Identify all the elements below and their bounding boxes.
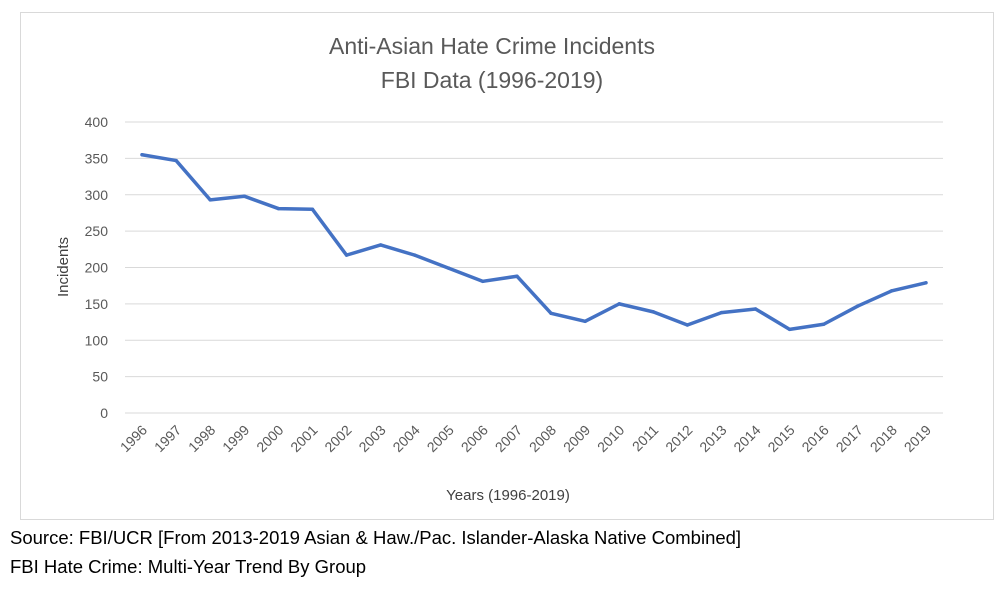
x-tick-label: 2016: [798, 422, 831, 455]
data-point: [890, 289, 894, 293]
data-point: [617, 302, 621, 306]
data-point: [140, 153, 144, 157]
data-point: [549, 311, 553, 316]
x-tick-label: 1996: [117, 422, 150, 455]
y-tick-label: 250: [85, 223, 109, 239]
trend-note: FBI Hate Crime: Multi-Year Trend By Grou…: [10, 556, 367, 577]
data-point: [174, 158, 178, 163]
y-axis-ticks: 0 50 100 150 200 250 300 350 400: [85, 114, 109, 421]
data-point: [208, 198, 212, 202]
x-tick-label: 1999: [219, 422, 252, 455]
data-point: [378, 243, 383, 247]
data-point: [310, 207, 315, 211]
x-tick-label: 2015: [764, 422, 797, 455]
y-tick-label: 300: [85, 187, 109, 203]
x-tick-label: 2003: [355, 422, 388, 455]
x-tick-label: 2010: [594, 422, 627, 455]
data-point: [856, 304, 860, 308]
y-tick-label: 200: [85, 260, 109, 276]
series-layer: [140, 152, 928, 332]
data-point: [515, 274, 519, 278]
x-tick-label: 2002: [321, 422, 354, 455]
y-axis-label: Incidents: [55, 237, 72, 297]
data-point: [685, 323, 690, 327]
x-tick-label: 2001: [287, 422, 320, 455]
data-point: [583, 319, 587, 324]
data-point: [753, 307, 758, 311]
data-point: [413, 253, 417, 257]
gridlines: [125, 121, 943, 414]
data-point: [719, 310, 724, 315]
x-tick-label: 2000: [253, 422, 286, 455]
x-tick-label: 2008: [526, 422, 559, 455]
series-line: [140, 152, 928, 332]
data-point: [651, 310, 655, 314]
x-tick-label: 2018: [867, 422, 900, 455]
x-tick-label: 2014: [730, 422, 763, 455]
x-axis-ticks: 1996 1997 1998 1999 2000 2001 2002 2003 2004 2005…: [117, 422, 934, 455]
data-point: [276, 206, 281, 211]
data-point: [822, 322, 826, 326]
y-tick-label: 150: [85, 296, 109, 312]
x-tick-label: 2004: [389, 422, 422, 455]
x-tick-label: 1997: [151, 422, 184, 455]
x-tick-label: 1998: [185, 422, 218, 455]
x-tick-label: 2005: [424, 422, 457, 455]
data-point: [447, 266, 451, 270]
y-tick-label: 50: [92, 369, 108, 385]
line-chart: Anti-Asian Hate Crime Incidents FBI Data…: [55, 33, 943, 504]
data-point: [344, 253, 349, 257]
y-tick-label: 100: [85, 332, 109, 348]
y-tick-label: 350: [85, 150, 109, 166]
chart-title-line-2: FBI Data (1996-2019): [381, 67, 603, 93]
x-tick-label: 2009: [560, 422, 593, 455]
source-note: Source: FBI/UCR [From 2013-2019 Asian & …: [10, 527, 742, 548]
x-tick-label: 2017: [833, 422, 866, 455]
x-tick-label: 2006: [458, 422, 491, 455]
x-tick-label: 2013: [696, 422, 729, 455]
x-tick-label: 2019: [901, 422, 934, 455]
x-axis-label: Years (1996-2019): [446, 487, 570, 504]
data-point: [242, 194, 246, 198]
y-tick-label: 0: [100, 405, 108, 421]
x-tick-label: 2012: [662, 422, 695, 455]
y-tick-label: 400: [85, 114, 109, 130]
x-tick-label: 2007: [492, 422, 525, 455]
x-tick-label: 2011: [629, 422, 662, 455]
chart-title-line-1: Anti-Asian Hate Crime Incidents: [329, 33, 655, 59]
chart-frame: [20, 12, 994, 520]
data-point: [787, 327, 792, 332]
data-point: [924, 281, 928, 285]
data-point: [481, 279, 485, 284]
